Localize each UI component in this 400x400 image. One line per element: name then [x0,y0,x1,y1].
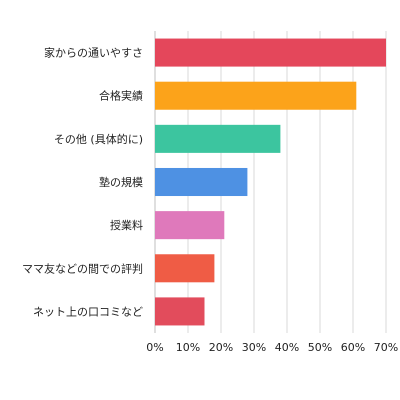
category-label: ママ友などの間での評判 [22,261,143,275]
x-tick-label: 70% [374,341,398,354]
category-label: 家からの通いやすさ [44,46,143,60]
x-tick-label: 30% [242,341,266,354]
bar [155,167,248,197]
bar [155,211,225,240]
category-label: ネット上の口コミなど [33,305,143,318]
bar [155,81,357,110]
category-label: 授業料 [110,218,143,232]
bar [155,254,215,283]
bar [155,38,386,67]
category-label: その他 (具体的に) [54,132,143,146]
x-tick-label: 10% [176,341,200,354]
x-tick-label: 50% [308,341,332,354]
x-tick-label: 40% [275,341,299,354]
category-label: 塾の規模 [99,175,143,189]
bars [155,38,386,326]
x-tick-label: 0% [146,341,163,354]
x-tick-labels: 0% 10% 20% 30% 40% 50% 60% 70% [146,341,398,354]
category-label: 合格実績 [99,89,143,103]
x-tick-label: 20% [209,341,233,354]
bar [155,297,205,326]
x-tick-label: 60% [341,341,365,354]
bar [155,124,281,153]
